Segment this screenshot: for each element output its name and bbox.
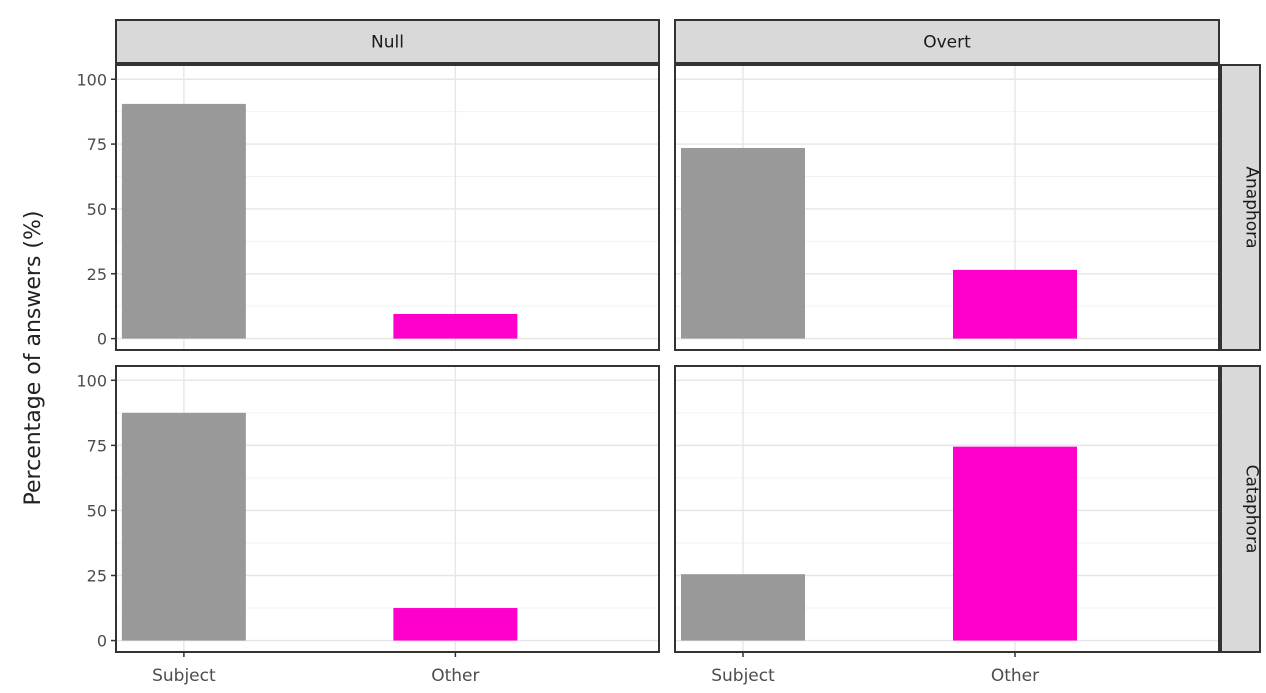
x-tick-label: Other	[991, 666, 1039, 686]
bar-subject	[681, 574, 805, 641]
facet-label-anaphora: Anaphora	[1242, 166, 1262, 248]
bar-other	[953, 269, 1077, 339]
y-tick-label: 0	[97, 330, 107, 349]
y-tick-label: 100	[76, 371, 107, 390]
panel-null-anaphora: 0 25 50 75 100	[76, 64, 660, 351]
facet-label-null: Null	[371, 33, 404, 53]
facet-strip-cataphora	[1220, 365, 1261, 653]
panel-border	[115, 365, 660, 653]
x-tick-label: Subject	[152, 666, 216, 686]
y-tick-label: 25	[87, 265, 107, 284]
facet-label-cataphora: Cataphora	[1242, 465, 1262, 554]
facet-label-overt: Overt	[923, 33, 971, 53]
bar-subject	[121, 412, 246, 641]
panel-overt-anaphora	[674, 64, 1220, 351]
facet-strip-null	[115, 19, 660, 64]
y-tick-label: 75	[87, 135, 107, 154]
bar-other	[393, 313, 518, 339]
y-tick-label: 25	[87, 566, 107, 585]
bar-subject	[121, 103, 246, 339]
bar-subject	[681, 147, 805, 339]
y-axis-title: Percentage of answers (%)	[21, 211, 46, 506]
bar-other	[393, 608, 518, 641]
panel-border	[115, 64, 660, 351]
x-tick-label: Other	[431, 666, 479, 686]
y-tick-label: 50	[87, 501, 107, 520]
facet-strip-anaphora	[1220, 64, 1261, 351]
facet-strip-overt	[674, 19, 1220, 64]
panel-null-cataphora: 0 25 50 75 100 Subject Other	[76, 365, 660, 686]
panel-border	[674, 365, 1220, 653]
y-tick-label: 0	[97, 632, 107, 651]
x-tick-label: Subject	[711, 666, 775, 686]
y-tick-label: 75	[87, 436, 107, 455]
y-tick-label: 50	[87, 200, 107, 219]
y-tick-label: 100	[76, 70, 107, 89]
bar-other	[953, 446, 1077, 641]
panel-overt-cataphora: Subject Other	[674, 365, 1220, 686]
panel-border	[674, 64, 1220, 351]
